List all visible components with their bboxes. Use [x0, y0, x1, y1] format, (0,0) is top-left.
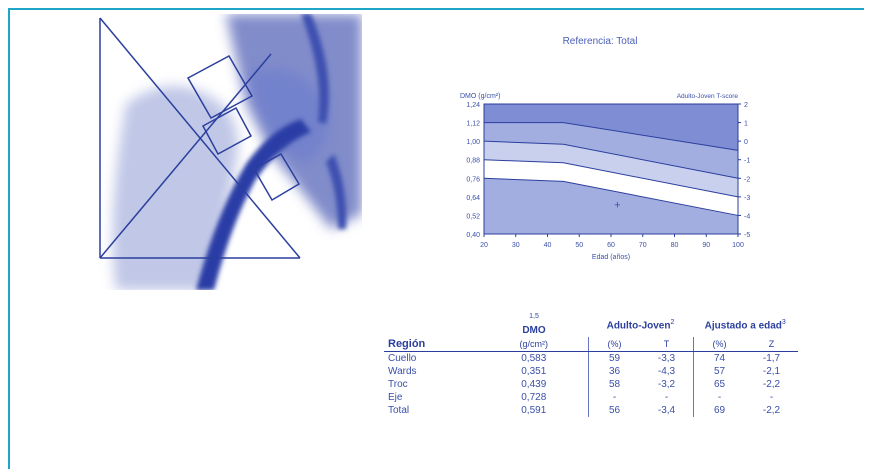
patient-marker: +: [614, 199, 620, 211]
cell-region: Eje: [388, 392, 403, 404]
y-left-tick-label: 0,52: [466, 213, 480, 220]
results-table: 1,5 DMO Adulto-Joven2 Ajustado a edad3 Re…: [384, 312, 798, 418]
header-dmo-label: DMO: [522, 325, 546, 337]
header-ajustado-sup: 3: [781, 318, 786, 326]
y-right-tick-label: -5: [744, 232, 750, 239]
cell-aj-pct: 59: [587, 351, 641, 366]
header-ajustado-label: Ajustado a edad: [704, 319, 782, 331]
cell-aj-pct: 56: [587, 404, 641, 418]
chart-band-line: [484, 122, 739, 151]
x-tick-label: 50: [575, 242, 583, 249]
cell-dmo: 0,591: [521, 405, 547, 417]
y-right-tick-label: -4: [744, 213, 750, 220]
cell-z: -: [769, 392, 774, 404]
cell-t: -: [664, 392, 669, 404]
header-dmo-sup: 1,5: [529, 313, 539, 320]
chart-band-line: [483, 159, 739, 198]
cell-ae-pct: 74: [692, 351, 746, 366]
y-left-tick-label: 1,12: [466, 121, 480, 128]
header-adulto-joven-sup: 2: [670, 318, 675, 326]
chart-band-line: [483, 177, 739, 216]
cell-t: -4,3: [657, 366, 676, 378]
chart-band: [484, 122, 738, 179]
cell-dmo: 0,728: [521, 392, 547, 404]
y-left-tick-label: 0,88: [466, 158, 480, 165]
y-left-tick-label: 0,40: [466, 232, 480, 239]
cell-region: Wards: [388, 366, 417, 378]
header-region: Región: [384, 337, 480, 353]
cell-region: Troc: [388, 379, 408, 391]
cell-ae-pct: -: [692, 391, 746, 405]
x-tick-label: 90: [702, 242, 710, 249]
header-adulto-joven-label: Adulto-Joven: [606, 319, 671, 331]
y-left-tick-label: 1,00: [466, 139, 480, 146]
reference-chart: 1,24 1,12 1,00 0,88 0,76 0,64 0,52 0,40 2 1 0 -1 -2 -…: [460, 93, 750, 261]
chart-title: Referencia: Total: [562, 36, 638, 47]
cell-ae-pct: 69: [692, 404, 746, 418]
chart-band-line: [483, 140, 739, 179]
y-right-tick-label: -1: [744, 158, 750, 165]
cell-aj-pct: -: [587, 391, 641, 405]
cell-aj-pct: 36: [587, 365, 641, 379]
frame-left-border: [8, 8, 10, 469]
y-right-tick-label: -2: [744, 176, 750, 183]
header-ajustado: Ajustado a edad3: [693, 312, 798, 337]
cell-dmo: 0,351: [521, 366, 547, 378]
header-t: T: [640, 337, 693, 353]
y-left-tick-label: 0,64: [466, 195, 480, 202]
table-header-row-sub: Región (g/cm²) (%) T (%) Z: [384, 337, 798, 353]
chart-band: [484, 159, 738, 216]
table-row: Wards 0,351 36 -4,3 57 -2,1: [384, 365, 798, 379]
header-ae-pct: (%): [692, 337, 746, 353]
cell-t: -3,4: [657, 405, 676, 417]
cell-t: -3,2: [657, 379, 676, 391]
chart-band: [484, 104, 738, 151]
header-region-spacer: [384, 312, 480, 337]
cell-z: -2,1: [762, 366, 781, 378]
y-right-tick-label: 2: [744, 102, 748, 109]
cell-z: -2,2: [762, 405, 781, 417]
header-z: Z: [745, 337, 798, 353]
frame-top-border: [8, 8, 864, 10]
y-right-tick-label: 0: [744, 139, 748, 146]
x-axis-label: Edad (años): [592, 254, 630, 261]
y-left-tick-label: 1,24: [466, 102, 480, 109]
cell-dmo: 0,439: [521, 379, 547, 391]
x-tick-label: 30: [512, 242, 520, 249]
cell-region: Total: [388, 405, 410, 417]
table-row: Eje 0,728 - - - -: [384, 391, 798, 405]
y-right-axis-label: Adulto-Joven T-score: [677, 93, 739, 100]
cell-ae-pct: 65: [692, 378, 746, 392]
header-dmo-unit: (g/cm²): [480, 337, 588, 353]
table-row: Cuello 0,583 59 -3,3 74 -1,7: [384, 351, 798, 366]
cell-dmo: 0,583: [521, 353, 547, 365]
x-tick-label: 20: [480, 242, 488, 249]
x-tick-label: 60: [607, 242, 615, 249]
y-right-tick-label: 1: [744, 121, 748, 128]
x-tick-label: 100: [732, 242, 744, 249]
y-left-tick-label: 0,76: [466, 176, 480, 183]
x-tick-label: 80: [671, 242, 679, 249]
header-adulto-joven: Adulto-Joven2: [588, 312, 693, 337]
cell-z: -2,2: [762, 379, 781, 391]
cell-region: Cuello: [388, 353, 417, 365]
y-left-axis-label: DMO (g/cm²): [460, 93, 500, 100]
x-tick-label: 70: [639, 242, 647, 249]
chart-band: [484, 178, 738, 234]
cell-z: -1,7: [762, 353, 781, 365]
x-tick-label: 40: [544, 242, 552, 249]
table-row: Troc 0,439 58 -3,2 65 -2,2: [384, 378, 798, 392]
cell-aj-pct: 58: [587, 378, 641, 392]
table-row: Total 0,591 56 -3,4 69 -2,2: [384, 404, 798, 418]
hip-scan-image: [96, 14, 362, 290]
y-right-tick-label: -3: [744, 195, 750, 202]
header-dmo: 1,5 DMO: [480, 312, 588, 337]
chart-band: [484, 141, 738, 197]
header-aj-pct: (%): [587, 337, 641, 353]
cell-ae-pct: 57: [692, 365, 746, 379]
table-header-row-top: 1,5 DMO Adulto-Joven2 Ajustado a edad3: [384, 312, 798, 337]
cell-t: -3,3: [657, 353, 676, 365]
